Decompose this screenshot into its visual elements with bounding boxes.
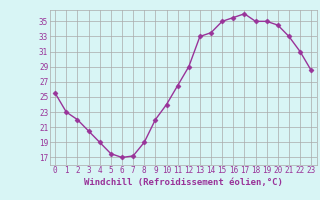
X-axis label: Windchill (Refroidissement éolien,°C): Windchill (Refroidissement éolien,°C) [84,178,283,187]
